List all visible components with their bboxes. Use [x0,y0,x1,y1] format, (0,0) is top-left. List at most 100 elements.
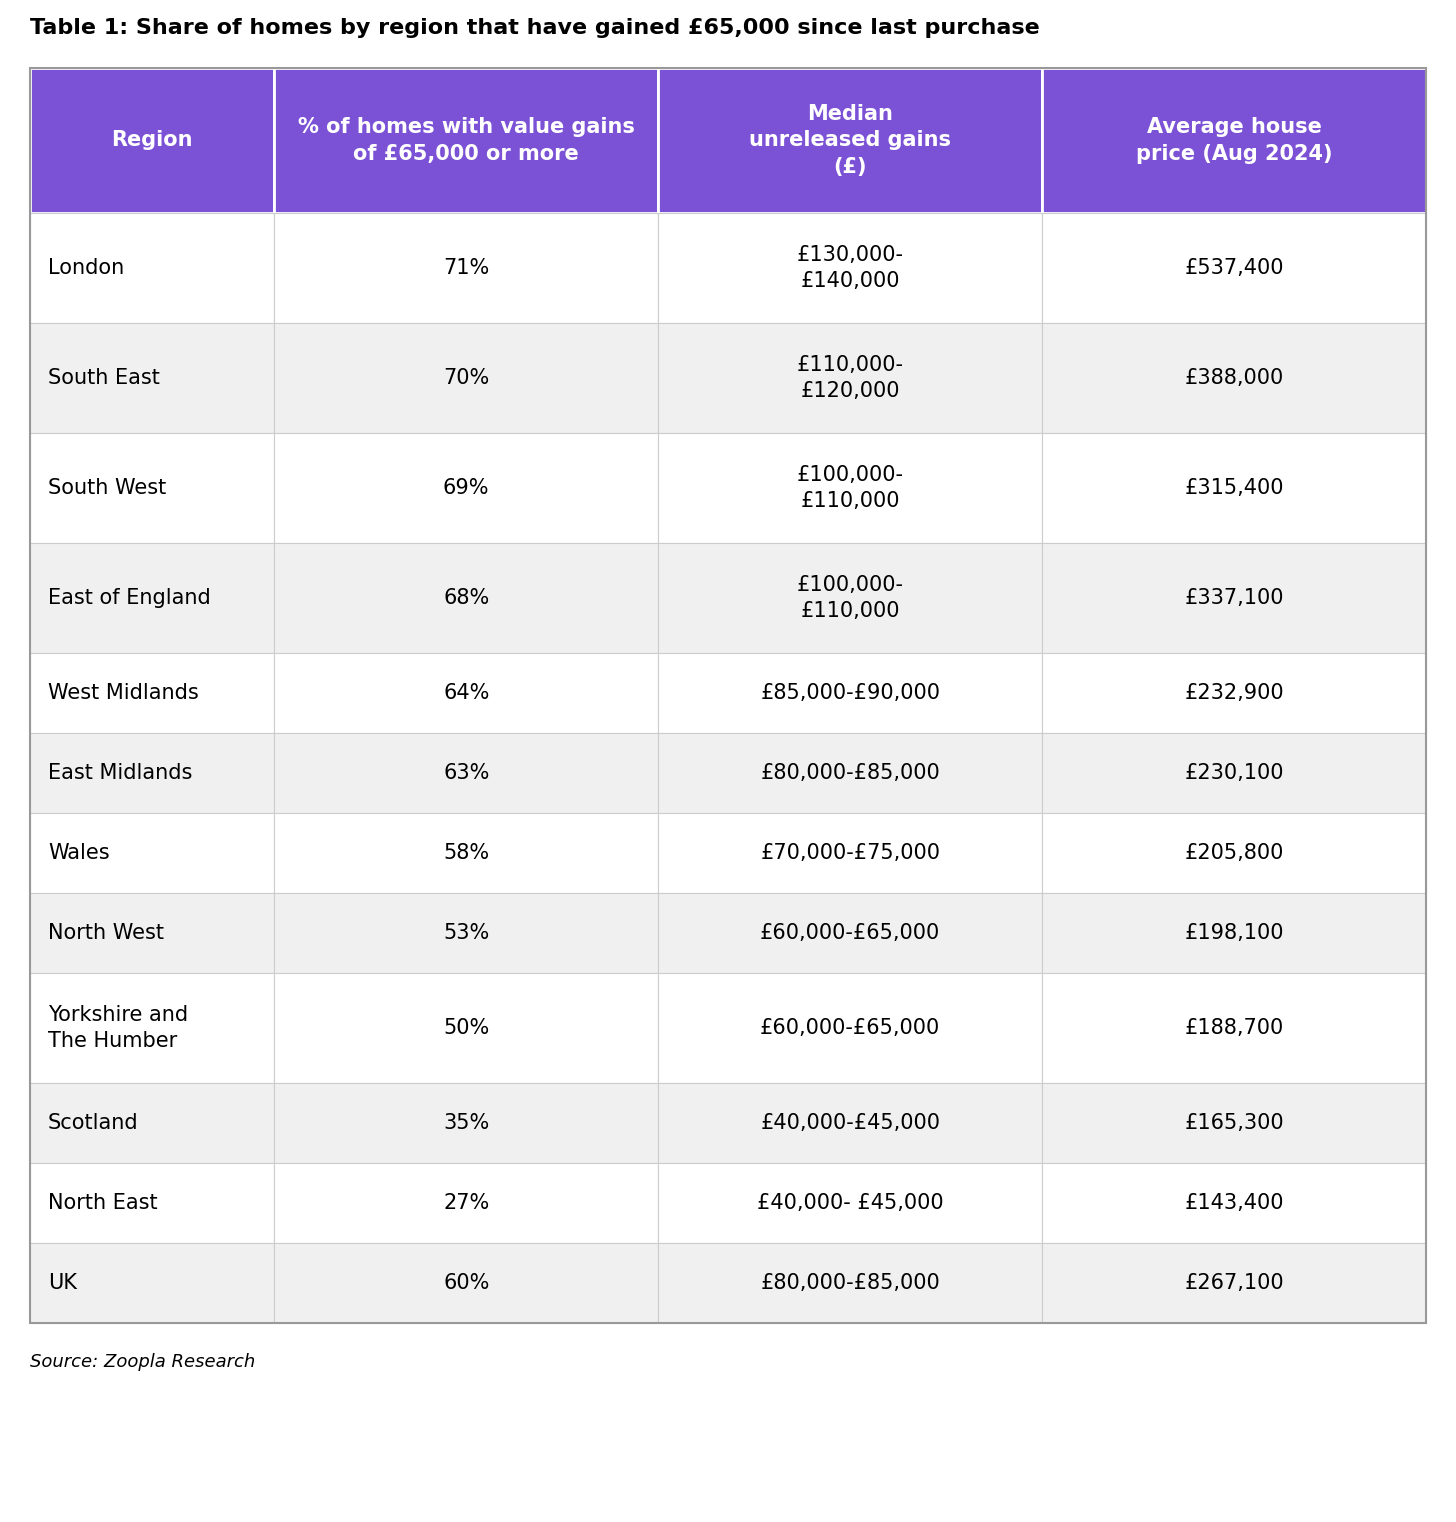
Text: London: London [48,259,124,279]
Bar [31,893,274,973]
Text: £60,000-£65,000: £60,000-£65,000 [760,1018,941,1038]
Text: 64%: 64% [443,683,489,703]
Text: South East: South East [48,368,160,388]
Bar [1042,432,1425,543]
Text: £60,000-£65,000: £60,000-£65,000 [760,922,941,944]
Bar [274,813,658,893]
Bar [1042,1243,1425,1323]
Text: 69%: 69% [443,478,489,498]
Text: Region: Region [112,131,192,151]
Bar [658,1163,1042,1243]
Bar [1042,543,1425,653]
Text: 68%: 68% [443,587,489,607]
Text: £80,000-£85,000: £80,000-£85,000 [760,1272,941,1294]
Bar [658,1243,1042,1323]
Bar [1042,213,1425,323]
Bar [274,973,658,1084]
Bar [658,734,1042,813]
Text: £230,100: £230,100 [1184,763,1284,782]
Text: £165,300: £165,300 [1184,1113,1284,1132]
Text: 53%: 53% [443,922,489,944]
Text: £337,100: £337,100 [1184,587,1284,607]
Bar [658,653,1042,734]
Bar [274,323,658,432]
Text: £315,400: £315,400 [1184,478,1284,498]
Text: £85,000-£90,000: £85,000-£90,000 [760,683,941,703]
Bar [31,432,274,543]
Bar [658,68,1042,213]
Bar [274,893,658,973]
Bar [1042,734,1425,813]
Text: Yorkshire and
The Humber: Yorkshire and The Humber [48,1005,188,1052]
Bar [1042,653,1425,734]
Bar [274,543,658,653]
Text: East of England: East of England [48,587,211,607]
Bar [658,543,1042,653]
Text: Source: Zoopla Research: Source: Zoopla Research [31,1353,255,1371]
Text: Average house
price (Aug 2024): Average house price (Aug 2024) [1136,117,1332,164]
Text: 27%: 27% [443,1193,489,1213]
Text: 50%: 50% [443,1018,489,1038]
Bar [274,432,658,543]
Bar [658,973,1042,1084]
Bar [274,734,658,813]
Bar [1042,893,1425,973]
Text: Median
unreleased gains
(£): Median unreleased gains (£) [750,103,951,177]
Text: £267,100: £267,100 [1184,1272,1284,1294]
Text: 71%: 71% [443,259,489,279]
Text: £232,900: £232,900 [1184,683,1284,703]
Text: £537,400: £537,400 [1184,259,1284,279]
Bar [1042,813,1425,893]
Text: UK: UK [48,1272,77,1294]
Text: £130,000-
£140,000: £130,000- £140,000 [796,245,904,291]
Text: % of homes with value gains
of £65,000 or more: % of homes with value gains of £65,000 o… [298,117,635,164]
Text: Wales: Wales [48,843,109,863]
Text: £40,000- £45,000: £40,000- £45,000 [757,1193,943,1213]
Text: 60%: 60% [443,1272,489,1294]
Bar [658,323,1042,432]
Bar [31,1243,274,1323]
Bar [31,973,274,1084]
Bar [1042,323,1425,432]
Bar [658,213,1042,323]
Text: 35%: 35% [443,1113,489,1132]
Text: North East: North East [48,1193,157,1213]
Bar [31,213,274,323]
Text: North West: North West [48,922,165,944]
Bar [274,653,658,734]
Text: £100,000-
£110,000: £100,000- £110,000 [796,464,904,511]
Text: £40,000-£45,000: £40,000-£45,000 [760,1113,941,1132]
Text: £388,000: £388,000 [1184,368,1284,388]
Bar [31,68,274,213]
Text: South West: South West [48,478,166,498]
Bar [274,1243,658,1323]
Bar [31,543,274,653]
Bar [31,653,274,734]
Bar [1042,1084,1425,1163]
Bar [658,813,1042,893]
Text: £70,000-£75,000: £70,000-£75,000 [760,843,941,863]
Bar [31,323,274,432]
Text: £100,000-
£110,000: £100,000- £110,000 [796,575,904,621]
Text: East Midlands: East Midlands [48,763,192,782]
Bar [658,432,1042,543]
Text: 63%: 63% [443,763,489,782]
Bar [658,893,1042,973]
Text: West Midlands: West Midlands [48,683,199,703]
Text: £110,000-
£120,000: £110,000- £120,000 [796,355,904,402]
Bar [274,1163,658,1243]
Bar [274,1084,658,1163]
Bar [31,1084,274,1163]
Text: 58%: 58% [443,843,489,863]
Bar [274,68,658,213]
Bar [274,213,658,323]
Text: £188,700: £188,700 [1184,1018,1284,1038]
Text: £143,400: £143,400 [1184,1193,1284,1213]
Text: £198,100: £198,100 [1184,922,1284,944]
Text: 70%: 70% [443,368,489,388]
Bar [31,813,274,893]
Bar [658,1084,1042,1163]
Text: £205,800: £205,800 [1184,843,1284,863]
Bar [1042,973,1425,1084]
Bar [31,1163,274,1243]
